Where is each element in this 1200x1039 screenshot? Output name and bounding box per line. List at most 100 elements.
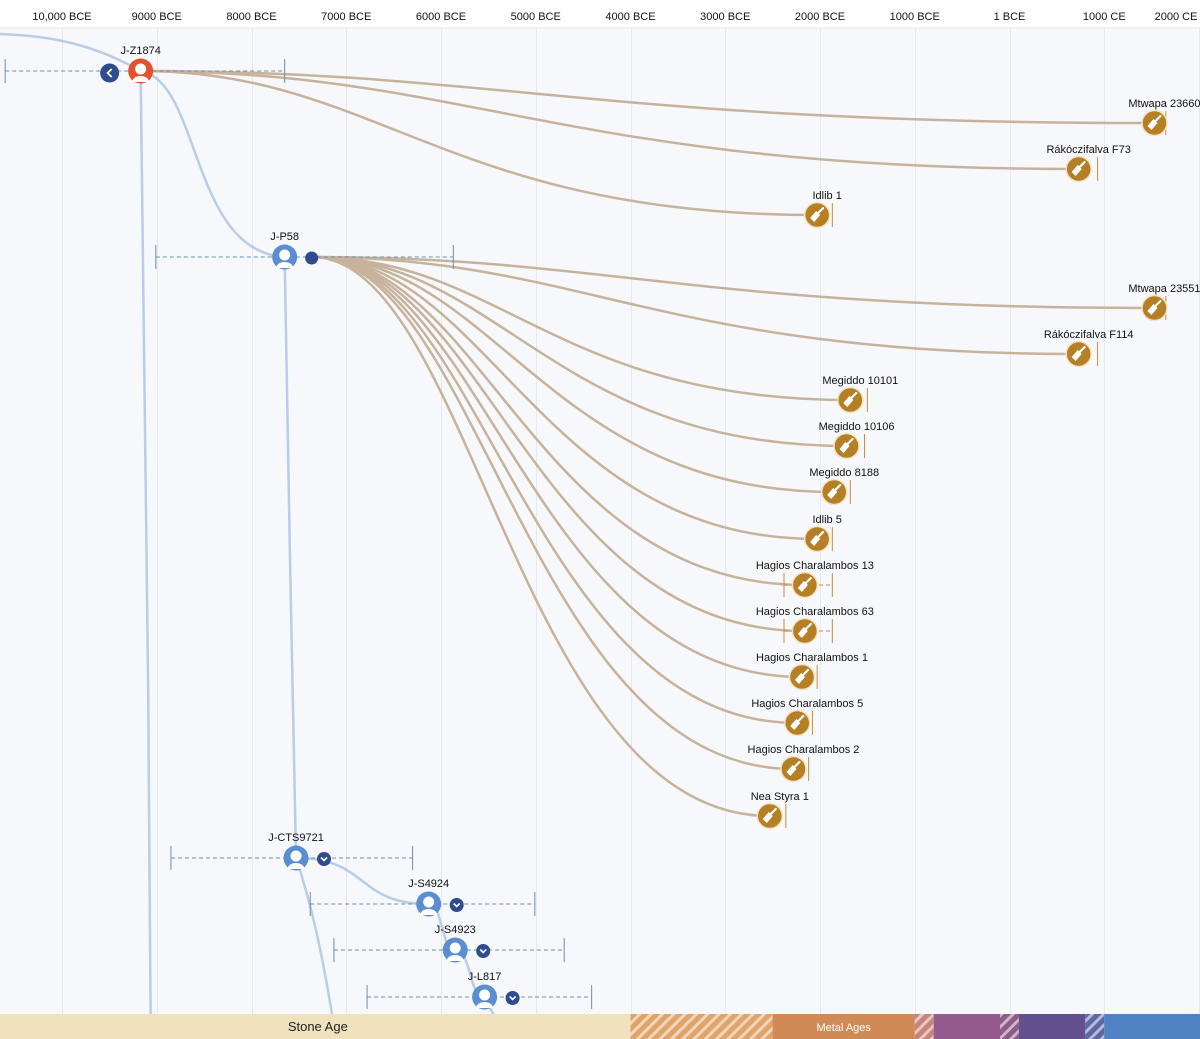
chevron-left-icon [106, 68, 113, 78]
era-band: Stone Age Metal Ages [0, 1014, 1200, 1039]
sample-node-idlib-5[interactable]: Idlib 5 [803, 514, 842, 553]
year-gridlines [62, 28, 1200, 1014]
branch-p58-cts9721 [283, 256, 298, 859]
axis-tick-label: 4000 BCE [605, 11, 655, 23]
sample-label: Rákóczifalva F73 [1046, 144, 1130, 156]
sample-label: Mtwapa 23551 [1128, 283, 1200, 295]
sample-label: Hagios Charalambos 5 [751, 698, 863, 710]
era-segment[interactable] [1104, 1014, 1200, 1039]
trowel-icon [797, 576, 812, 592]
sample-link [311, 255, 1155, 310]
trowel-icon [843, 391, 858, 407]
haplogroup-node-j-s4924[interactable]: J-S4924 [408, 878, 449, 917]
sample-node-megiddo-8188[interactable]: Megiddo 8188 [809, 467, 879, 506]
person-icon [420, 896, 438, 915]
haplogroup-node-j-z1874[interactable]: J-Z1874 [120, 45, 161, 84]
sample-node-r-k-czifalva-f114[interactable]: Rákóczifalva F114 [1044, 329, 1134, 368]
haplogroup-label: J-S4924 [408, 878, 449, 890]
era-segment[interactable] [1085, 1014, 1105, 1039]
sample-link [311, 255, 851, 402]
trowel-icon [762, 807, 777, 823]
expand-children-button[interactable] [317, 852, 332, 866]
sample-node-hagios-charalambos-2[interactable]: Hagios Charalambos 2 [748, 744, 860, 783]
trowel-icon [794, 668, 810, 684]
sample-node-nea-styra-1[interactable]: Nea Styra 1 [751, 791, 809, 830]
expand-children-button[interactable] [505, 991, 520, 1005]
axis-tick-label: 10,000 BCE [32, 11, 91, 23]
sample-node-hagios-charalambos-5[interactable]: Hagios Charalambos 5 [751, 698, 863, 737]
sample-link [311, 255, 1079, 356]
chevron-down-icon [509, 995, 517, 1001]
era-label: Metal Ages [816, 1022, 871, 1034]
era-segment[interactable] [630, 1014, 773, 1039]
sample-node-megiddo-10101[interactable]: Megiddo 10101 [822, 375, 898, 414]
era-label: Stone Age [288, 1019, 348, 1034]
sample-label: Mtwapa 23660 [1128, 98, 1200, 110]
sample-link [311, 255, 805, 587]
sample-node-hagios-charalambos-63[interactable]: Hagios Charalambos 63 [756, 606, 874, 645]
sample-label: Hagios Charalambos 63 [756, 606, 874, 618]
expand-children-button[interactable] [449, 898, 464, 912]
trowel-icon [827, 483, 842, 499]
sample-node-mtwapa-23660[interactable]: Mtwapa 23660 [1128, 98, 1200, 137]
axis-tick-label: 1000 CE [1083, 11, 1126, 23]
axis-tick-label: 1 BCE [994, 11, 1026, 23]
lineage-branches [0, 32, 495, 1014]
era-segment[interactable] [933, 1014, 1001, 1039]
haplogroup-node-j-s4923[interactable]: J-S4923 [435, 924, 476, 963]
era-segment[interactable]: Stone Age [5, 1014, 631, 1039]
chevron-down-icon [453, 902, 461, 908]
haplogroup-label: J-P58 [270, 231, 299, 243]
axis-tick-label: 5000 BCE [511, 11, 561, 23]
date-range-j-p58 [155, 245, 454, 269]
collapse-parent-button[interactable] [100, 63, 120, 83]
sample-label: Rákóczifalva F114 [1044, 329, 1134, 341]
sample-label: Nea Styra 1 [751, 791, 809, 803]
era-segment[interactable] [1000, 1014, 1019, 1039]
era-segment[interactable] [914, 1014, 934, 1039]
branch-cts9721-down [294, 857, 334, 1014]
sample-node-idlib-1[interactable]: Idlib 1 [803, 190, 842, 229]
trowel-icon [1071, 345, 1086, 361]
branch-z1874-p58 [140, 69, 285, 259]
nodes[interactable]: J-Z1874 J-P58 J-CTS9721 J-S4924 J-S4923 J-L81… [100, 45, 1200, 1010]
sample-node-megiddo-10106[interactable]: Megiddo 10106 [819, 421, 895, 460]
axis-header [0, 0, 1200, 28]
haplogroup-label: J-Z1874 [120, 45, 160, 57]
era-segment[interactable]: Metal Ages [772, 1014, 915, 1039]
trowel-icon [1147, 299, 1162, 315]
trowel-icon [1071, 160, 1086, 176]
haplogroup-node-j-cts9721[interactable]: J-CTS9721 [268, 832, 324, 871]
sample-label: Megiddo 10106 [819, 421, 895, 433]
sample-link [311, 255, 847, 448]
haplogroup-node-j-p58[interactable]: J-P58 [270, 231, 299, 270]
sample-link [311, 255, 818, 541]
trowel-icon [797, 622, 812, 638]
sample-label: Hagios Charalambos 2 [748, 744, 860, 756]
sample-link [140, 69, 1079, 171]
era-segment[interactable] [1018, 1014, 1086, 1039]
sample-label: Megiddo 10101 [822, 375, 898, 387]
sample-link [140, 69, 818, 217]
sample-node-mtwapa-23551[interactable]: Mtwapa 23551 [1128, 283, 1200, 322]
axis-tick-label: 7000 BCE [321, 11, 371, 23]
axis-tick-label: 2000 BCE [795, 11, 845, 23]
sample-label: Hagios Charalambos 13 [756, 560, 874, 572]
sample-link [311, 255, 798, 725]
sample-node-r-k-czifalva-f73[interactable]: Rákóczifalva F73 [1046, 144, 1131, 183]
sample-node-hagios-charalambos-13[interactable]: Hagios Charalambos 13 [756, 560, 874, 599]
sample-link [140, 69, 1155, 125]
sample-node-hagios-charalambos-1[interactable]: Hagios Charalambos 1 [756, 652, 868, 691]
date-ranges [4, 59, 1167, 1009]
person-icon [276, 249, 294, 268]
branch-junction-dot[interactable] [305, 251, 319, 265]
axis-tick-label: 9000 BCE [132, 11, 182, 23]
expand-children-button[interactable] [476, 944, 491, 958]
sample-label: Idlib 1 [812, 190, 841, 202]
axis-tick-label: 6000 BCE [416, 11, 466, 23]
branch-z1874-down [139, 70, 152, 1014]
haplogroup-node-j-l817[interactable]: J-L817 [468, 971, 502, 1010]
branch-incoming [0, 32, 142, 73]
